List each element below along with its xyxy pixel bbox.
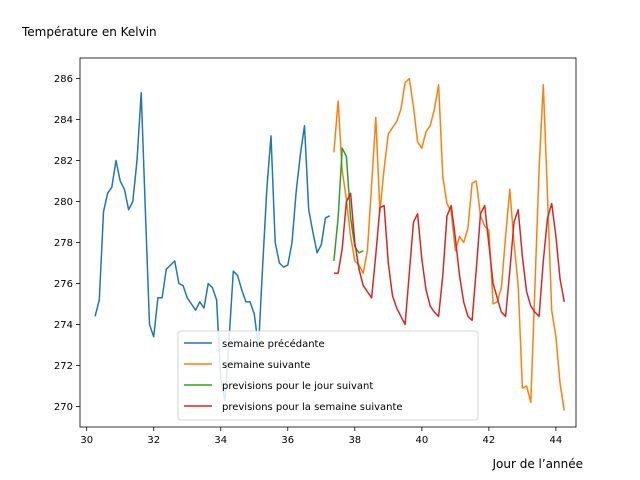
y-tick-label: 270: [54, 402, 73, 413]
y-tick-label: 274: [54, 320, 73, 331]
legend-label-1: semaine suivante: [222, 360, 310, 371]
x-tick-label: 42: [482, 435, 495, 446]
x-axis-label: Jour de l’année: [491, 457, 583, 471]
x-tick-label: 34: [214, 435, 227, 446]
x-tick-label: 44: [550, 435, 563, 446]
y-tick-label: 280: [54, 197, 73, 208]
y-tick-label: 286: [54, 74, 73, 85]
y-tick-label: 278: [54, 238, 73, 249]
legend-label-2: previsions pour le jour suivant: [222, 381, 373, 392]
y-tick-label: 272: [54, 361, 73, 372]
chart-title: Température en Kelvin: [21, 25, 157, 39]
x-tick-label: 30: [80, 435, 93, 446]
x-tick-label: 38: [348, 435, 361, 446]
legend-box: [177, 330, 479, 421]
x-axis: 30 32 34 36 38 40 42 44: [80, 427, 562, 446]
legend: semaine précédante semaine suivante previs…: [177, 330, 479, 421]
series-line-2: [333, 147, 364, 261]
x-tick-label: 32: [147, 435, 160, 446]
series-line-0: [94, 92, 331, 402]
plot-area: [94, 77, 566, 411]
series-line-3: [333, 192, 566, 326]
y-tick-label: 282: [54, 156, 73, 167]
y-axis: 270 272 274 276 278 280 282 284 286: [54, 74, 80, 413]
series-line-1: [333, 77, 566, 411]
y-tick-label: 284: [54, 115, 73, 126]
legend-label-3: previsions pour la semaine suivante: [222, 402, 403, 413]
y-tick-label: 276: [54, 279, 73, 290]
legend-label-0: semaine précédante: [222, 338, 325, 350]
x-tick-label: 40: [415, 435, 428, 446]
x-tick-label: 36: [281, 435, 294, 446]
